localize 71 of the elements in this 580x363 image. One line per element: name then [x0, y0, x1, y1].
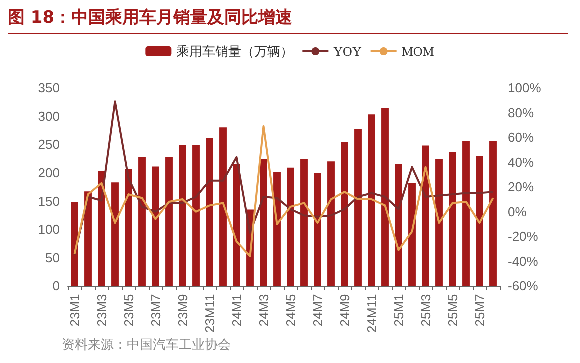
y2-tick-label: 40% — [508, 154, 534, 170]
bar — [422, 146, 430, 286]
bar — [98, 171, 106, 286]
y2-tick-label: 100% — [508, 80, 542, 96]
x-tick-label: 24M1 — [229, 294, 244, 327]
chart-title: 图 18：中国乘用车月销量及同比增速 — [8, 6, 568, 34]
y-tick-label: 350 — [38, 80, 60, 96]
y2-tick-label: 60% — [508, 130, 534, 146]
bar — [300, 159, 308, 286]
y2-tick-label: -40% — [508, 254, 539, 269]
y2-tick-label: 80% — [508, 105, 534, 120]
bar — [138, 157, 146, 286]
x-tick-label: 25M5 — [445, 294, 460, 327]
bar — [152, 166, 160, 286]
y-tick-label: 200 — [38, 165, 60, 180]
bar — [125, 168, 132, 286]
bar — [476, 156, 484, 286]
bar — [84, 192, 92, 286]
y2-tick-label: -60% — [508, 278, 539, 294]
bar — [192, 145, 200, 286]
text: 资料来源：中国汽车工业协会 — [62, 337, 231, 354]
bar — [328, 162, 335, 286]
x-tick-label: 24M5 — [283, 294, 298, 327]
bar — [220, 128, 227, 286]
legend-label: 乘用车销量（万辆） — [176, 44, 294, 59]
bar — [206, 138, 214, 286]
y-tick-label: 0 — [52, 278, 60, 294]
line-series — [74, 125, 494, 258]
legend-label: MOM — [402, 44, 435, 59]
bar — [112, 182, 119, 286]
bar — [179, 145, 186, 286]
bar — [233, 164, 240, 286]
bar — [368, 114, 376, 286]
bar — [490, 141, 497, 286]
x-tick-label: 24M11 — [364, 294, 380, 334]
legend-label: YOY — [334, 44, 362, 59]
x-tick-label: 23M7 — [148, 294, 164, 327]
x-tick-label: 24M3 — [256, 294, 272, 327]
bar — [71, 202, 78, 286]
bar — [354, 129, 362, 286]
x-tick-label: 25M1 — [391, 294, 406, 327]
bar — [436, 159, 443, 286]
bar — [408, 183, 416, 286]
line-series — [74, 100, 494, 256]
bar — [274, 172, 281, 286]
y-tick-label: 300 — [38, 108, 60, 124]
bar — [462, 141, 470, 286]
y2-tick-label: 0% — [508, 204, 528, 220]
x-tick-label: 23M3 — [94, 294, 110, 327]
bar — [395, 164, 402, 286]
x-tick-label: 23M1 — [67, 294, 82, 327]
y-tick-label: 50 — [46, 250, 60, 266]
bar — [166, 157, 173, 286]
x-tick-label: 23M9 — [175, 294, 190, 327]
y-tick-label: 150 — [38, 194, 60, 209]
x-tick-label: 25M7 — [472, 294, 488, 327]
bar — [382, 108, 389, 286]
y-tick-label: 250 — [38, 137, 60, 152]
y2-tick-label: -20% — [508, 229, 539, 244]
y2-tick-label: 20% — [508, 180, 534, 195]
bar — [287, 168, 294, 286]
bar — [260, 159, 268, 286]
x-tick-label: 23M11 — [202, 294, 218, 334]
bar — [449, 152, 456, 286]
bar — [314, 172, 322, 286]
x-tick-label: 24M7 — [310, 294, 326, 327]
x-tick-label: 23M5 — [121, 294, 136, 327]
bar — [341, 142, 348, 286]
x-tick-label: 25M3 — [418, 294, 434, 327]
x-tick-label: 24M9 — [337, 294, 352, 327]
y-tick-label: 100 — [38, 222, 60, 238]
